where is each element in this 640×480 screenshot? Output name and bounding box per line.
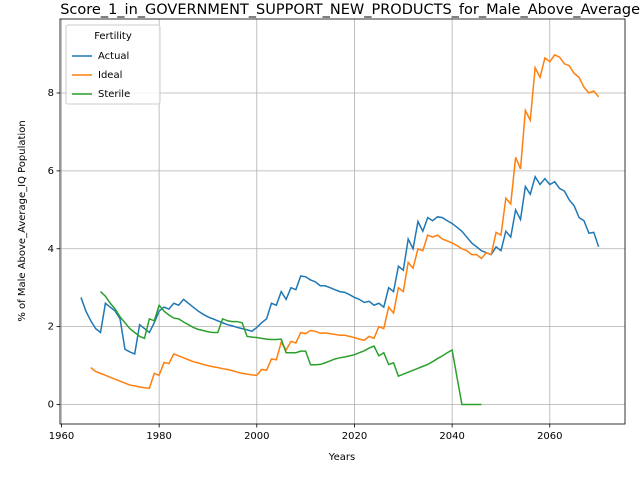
x-tick-label: 1980: [146, 431, 171, 442]
legend-title: Fertility: [94, 31, 132, 42]
x-tick-label: 2000: [244, 431, 269, 442]
y-tick-label: 2: [48, 322, 54, 333]
legend-label: Sterile: [98, 89, 130, 100]
x-axis-label: Years: [328, 452, 355, 463]
line-series: [80, 174, 600, 355]
y-tick-label: 6: [48, 166, 54, 177]
legend: Fertility Actual Ideal Sterile: [65, 24, 161, 105]
legend-label: Ideal: [98, 70, 122, 81]
legend-box: [65, 24, 161, 105]
line-series: [90, 53, 600, 389]
y-tick-label: 8: [48, 88, 54, 99]
y-tick-label: 4: [48, 244, 54, 255]
x-tick-label: 2020: [342, 431, 367, 442]
x-tick-label: 1960: [49, 431, 74, 442]
plot-frame: [59, 18, 626, 425]
x-tick-label: 2060: [537, 431, 562, 442]
chart-title: Score_1_in_GOVERNMENT_SUPPORT_NEW_PRODUC…: [60, 2, 640, 18]
line-series: [100, 291, 482, 406]
y-axis-label: % of Male Above_Average_IQ Population: [17, 120, 28, 321]
x-tick-label: 2040: [439, 431, 464, 442]
legend-label: Actual: [98, 51, 129, 62]
y-tick-label: 0: [48, 400, 54, 411]
